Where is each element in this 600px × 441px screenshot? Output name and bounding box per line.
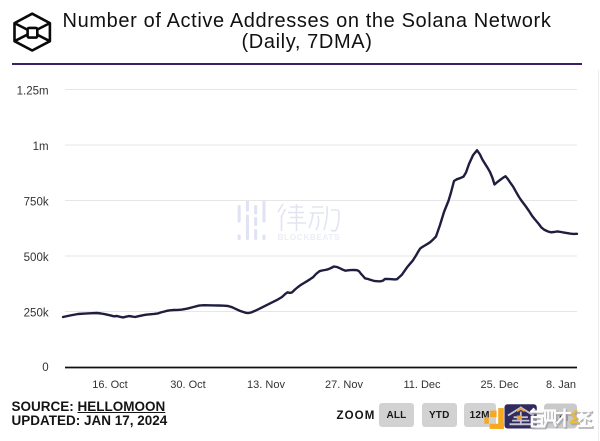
svg-text:27. Nov: 27. Nov (325, 379, 363, 391)
svg-text:1.25m: 1.25m (17, 86, 49, 98)
svg-text:16. Oct: 16. Oct (92, 379, 127, 391)
svg-text:500k: 500k (24, 252, 49, 264)
svg-text:750k: 750k (24, 197, 49, 209)
svg-text:8. Jan: 8. Jan (546, 379, 576, 391)
svg-text:BLOCKBEATS: BLOCKBEATS (278, 232, 341, 242)
svg-text:25. Dec: 25. Dec (481, 379, 519, 391)
svg-text:250k: 250k (24, 308, 49, 320)
svg-text:13. Nov: 13. Nov (247, 379, 285, 391)
svg-text:11. Dec: 11. Dec (403, 379, 441, 391)
svg-text:1m: 1m (33, 141, 49, 153)
svg-text:0: 0 (42, 362, 48, 374)
svg-text:30. Oct: 30. Oct (170, 379, 205, 391)
